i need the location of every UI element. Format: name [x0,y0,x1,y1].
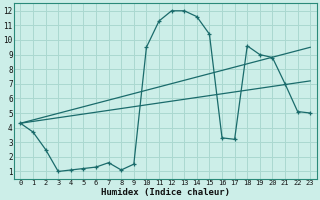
X-axis label: Humidex (Indice chaleur): Humidex (Indice chaleur) [101,188,230,197]
